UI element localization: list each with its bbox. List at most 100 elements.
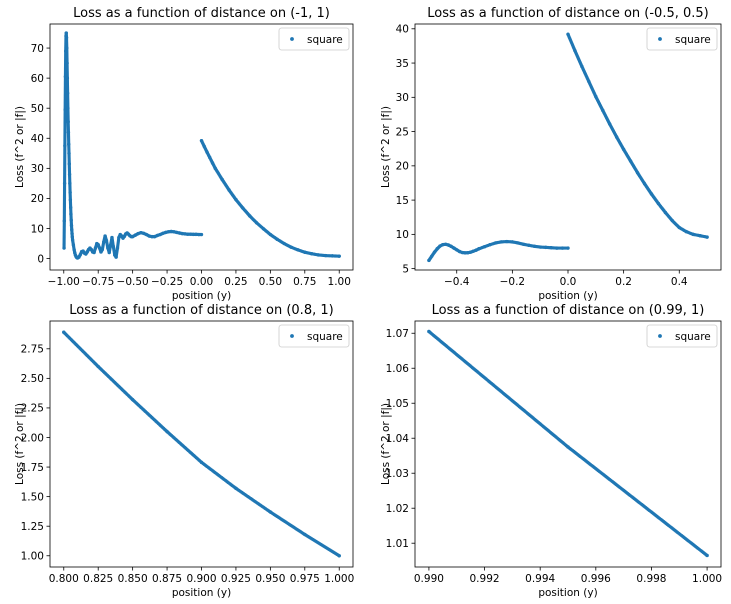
data-point	[438, 244, 442, 248]
x-tick-label: 0.900	[186, 573, 216, 585]
data-point	[136, 231, 140, 236]
data-point	[62, 330, 66, 334]
chart-title: Loss as a function of distance on (0.99,…	[432, 303, 705, 318]
data-point	[268, 232, 273, 237]
y-tick-label: 15	[396, 195, 409, 207]
data-point	[166, 230, 171, 234]
data-points-square	[62, 31, 341, 260]
data-point	[68, 181, 72, 186]
data-point	[337, 254, 341, 258]
data-point	[199, 232, 204, 237]
data-point	[163, 230, 168, 235]
data-point	[234, 197, 238, 202]
axes-frame	[414, 320, 722, 568]
chart-title: Loss as a function of distance on (-0.5,…	[427, 6, 709, 21]
x-tick-label: 0.975	[290, 573, 320, 585]
data-points-square	[427, 329, 709, 558]
data-point	[205, 150, 209, 154]
y-tick-label: 1.04	[386, 433, 410, 445]
data-point	[282, 241, 286, 246]
data-point	[155, 233, 160, 238]
data-point	[197, 232, 201, 237]
data-point	[482, 245, 487, 249]
y-tick-label: 2.75	[21, 344, 44, 356]
y-tick-label: 1.25	[21, 521, 44, 533]
y-axis-label: Loss (f^2 or |f|)	[14, 106, 26, 188]
data-point	[62, 246, 66, 250]
y-tick-label: 25	[396, 126, 409, 138]
x-tick-label: −0.2	[500, 276, 526, 288]
data-point	[544, 245, 548, 250]
data-point	[684, 229, 688, 234]
legend: square	[646, 27, 718, 51]
data-point	[210, 161, 215, 165]
data-point	[698, 234, 702, 238]
data-point	[106, 246, 110, 250]
y-tick-label: 35	[396, 58, 409, 70]
data-point	[130, 234, 135, 239]
data-point	[64, 35, 69, 40]
data-point	[186, 232, 190, 236]
x-tick-label: 1.000	[324, 573, 354, 585]
data-point	[449, 244, 453, 249]
y-tick-label: 1.07	[386, 328, 409, 340]
legend-label: square	[675, 331, 711, 343]
data-point	[141, 231, 146, 236]
legend-label: square	[675, 34, 711, 46]
x-tick-label: 0.825	[83, 573, 113, 585]
x-tick-label: 0.0	[560, 276, 577, 288]
data-point	[560, 246, 565, 250]
data-point	[70, 231, 74, 236]
data-point	[227, 188, 231, 192]
x-axis-label: position (y)	[172, 290, 231, 302]
data-point	[649, 192, 654, 196]
x-tick-label: −0.4	[444, 276, 470, 288]
y-tick-label: 1.03	[386, 468, 409, 480]
data-point	[555, 246, 559, 250]
y-axis-label: Loss (f^2 or |f|)	[380, 106, 392, 188]
legend-label: square	[307, 34, 343, 46]
data-point	[594, 94, 598, 99]
data-point	[601, 108, 605, 113]
axes-frame	[49, 320, 354, 568]
data-point	[642, 181, 647, 186]
legend-box	[278, 324, 350, 348]
x-tick-label: 0.998	[636, 573, 666, 585]
data-point	[566, 445, 570, 449]
y-tick-label: 1.02	[386, 503, 409, 515]
legend: square	[278, 27, 350, 51]
data-point	[457, 249, 462, 254]
y-tick-label: 2.50	[21, 373, 44, 385]
data-point	[268, 510, 273, 514]
x-tick-label: 0.875	[152, 573, 182, 585]
data-point	[670, 218, 675, 223]
data-point	[62, 181, 67, 186]
x-tick-label: 0.00	[190, 276, 213, 288]
data-point	[202, 144, 206, 149]
data-point	[93, 246, 98, 250]
x-tick-label: 0.800	[49, 573, 79, 585]
x-tick-label: −0.25	[151, 276, 183, 288]
data-point	[62, 219, 67, 223]
data-point	[580, 64, 584, 69]
x-tick-label: 0.75	[293, 276, 316, 288]
legend-box	[646, 27, 718, 51]
data-point	[474, 248, 478, 252]
data-point	[608, 122, 612, 126]
data-point	[110, 235, 114, 240]
data-point	[68, 205, 73, 210]
y-tick-label: 30	[31, 163, 44, 175]
legend-label: square	[307, 331, 343, 343]
data-point	[72, 247, 76, 252]
y-tick-label: 2.00	[21, 432, 44, 444]
data-point	[705, 553, 709, 558]
legend: square	[646, 324, 718, 348]
data-point	[199, 138, 204, 143]
data-point	[64, 31, 68, 35]
data-point	[471, 249, 476, 253]
data-point	[316, 253, 321, 257]
data-point	[432, 250, 437, 254]
data-point	[70, 235, 75, 239]
y-tick-label: 2.25	[21, 403, 44, 415]
x-tick-label: 0.25	[224, 276, 247, 288]
